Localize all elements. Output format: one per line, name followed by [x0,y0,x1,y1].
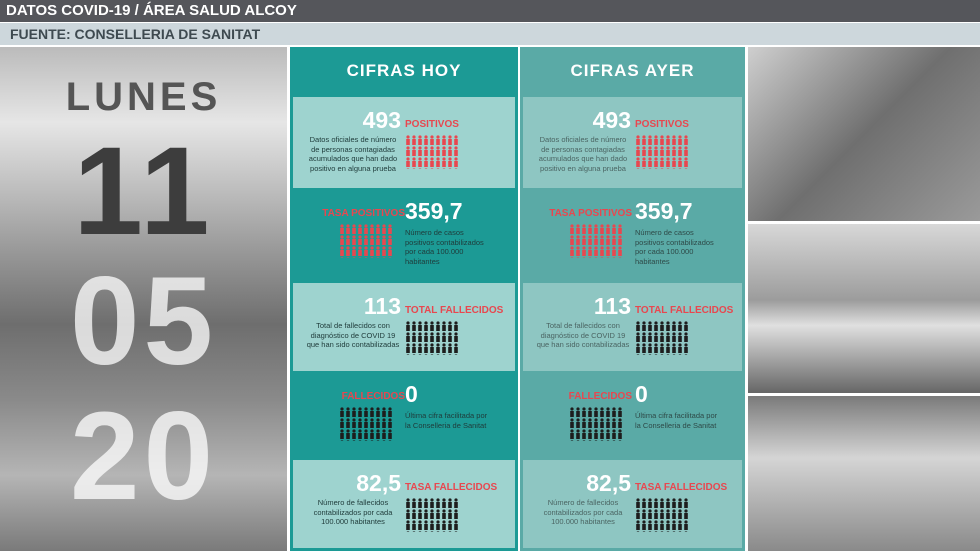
stat-box: 82,5 Número de fallecidos contabilizados … [293,460,515,548]
stat-value: 0 [405,381,418,407]
stat-row: TASA POSITIVOS 359,7 Número de casos posit… [293,190,515,281]
stat-label: TASA FALLECIDOS [405,482,498,493]
photo-hospital-trees [748,396,980,551]
stat-row: FALLECIDOS 0 Última cifra facilitada por l… [523,373,742,459]
stat-description: Última cifra facilitada por la Conseller… [405,411,488,430]
stat-label: POSITIVOS [405,119,459,130]
stat-box: 82,5 Número de fallecidos contabilizados … [523,460,742,548]
people-icons [569,407,623,441]
year: 20 [69,387,218,526]
stat-description: Número de fallecidos contabilizados por … [313,498,393,526]
people-icons [569,224,623,258]
stat-description: Total de fallecidos con diagnóstico de C… [306,321,400,349]
stat-label: TOTAL FALLECIDOS [635,305,734,316]
stat-label: TASA POSITIVOS [322,208,405,219]
stat-description: Número de casos positivos contabilizados… [405,228,484,266]
stat-row: FALLECIDOS 0 Última cifra facilitada por l… [293,373,515,459]
stat-box: 113 Total de fallecidos con diagnóstico d… [293,283,515,371]
stat-value: 493 [592,107,631,133]
source-bar: FUENTE: CONSELLERIA DE SANITAT [0,23,980,45]
stat-box: 113 Total de fallecidos con diagnóstico d… [523,283,742,371]
day: 11 [73,122,214,261]
stat-description: Datos oficiales de número de personas co… [308,135,398,173]
stat-label: TOTAL FALLECIDOS [405,305,504,316]
stat-description: Número de fallecidos contabilizados por … [543,498,623,526]
people-icons [635,498,689,532]
stat-value: 0 [635,381,648,407]
people-icons [339,407,393,441]
stat-description: Última cifra facilitada por la Conseller… [635,411,718,430]
stat-label: POSITIVOS [635,119,689,130]
column-heading: CIFRAS HOY [346,61,462,80]
stat-row: TASA POSITIVOS 359,7 Número de casos posit… [523,190,742,281]
title-bar: DATOS COVID-19 / ÁREA SALUD ALCOY [0,0,980,22]
month: 05 [69,252,218,391]
people-icons [405,498,459,532]
stat-value: 113 [363,293,401,319]
stat-box: 493 Datos oficiales de número de personas… [523,97,742,188]
stat-label: TASA POSITIVOS [549,208,632,219]
stats-column: CIFRAS HOY 493 Datos oficiales de número d… [290,47,518,551]
stat-label: FALLECIDOS [341,391,405,402]
people-icons [339,224,393,258]
stat-value: 493 [362,107,401,133]
stat-label: TASA FALLECIDOS [635,482,728,493]
stat-value: 82,5 [356,470,401,496]
stat-description: Datos oficiales de número de personas co… [538,135,628,173]
people-icons [635,321,689,355]
stats-column: CIFRAS AYER 493 Datos oficiales de número … [520,47,745,551]
stat-description: Número de casos positivos contabilizados… [635,228,714,266]
column-heading: CIFRAS AYER [570,61,695,80]
stat-value: 113 [593,293,631,319]
photo-hospital-staff [748,47,980,221]
weekday: LUNES [65,75,222,119]
people-icons [405,135,459,169]
photo-hospital-building [748,224,980,393]
stat-label: FALLECIDOS [568,391,632,402]
stat-value: 359,7 [405,198,463,224]
people-icons [405,321,459,355]
stat-box: 493 Datos oficiales de número de personas… [293,97,515,188]
stat-description: Total de fallecidos con diagnóstico de C… [536,321,630,349]
stat-value: 359,7 [635,198,693,224]
people-icons [635,135,689,169]
landscape-photo [0,47,287,551]
stat-value: 82,5 [586,470,631,496]
